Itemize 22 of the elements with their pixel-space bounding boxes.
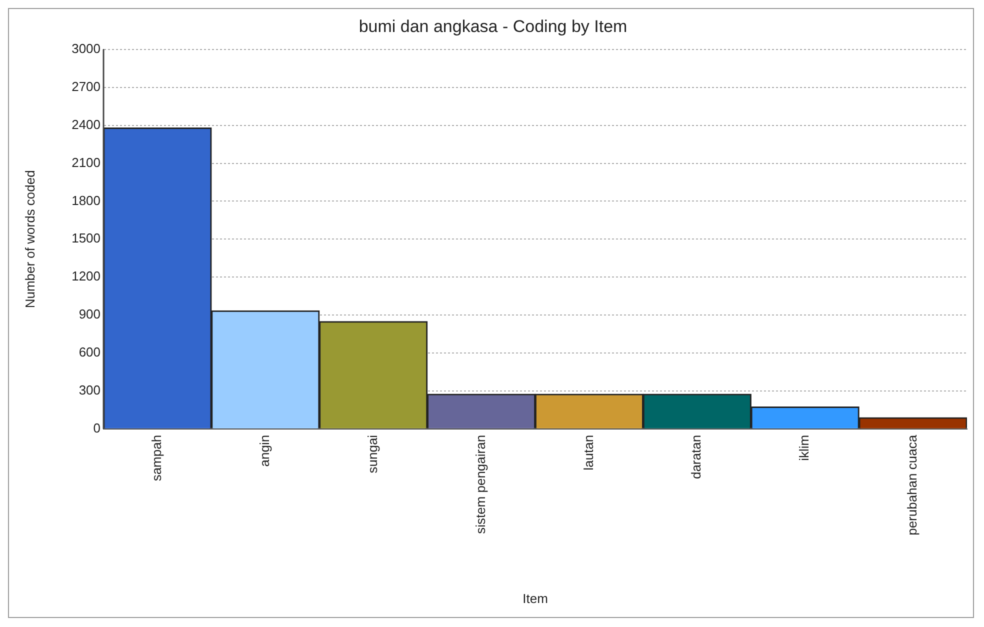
y-tick-label: 900 [78, 306, 101, 322]
y-tick-label: 300 [78, 382, 101, 398]
x-tick-label: daratan [688, 434, 704, 480]
x-tick-label: angin [257, 434, 272, 467]
x-tick-label: sungai [364, 434, 380, 474]
y-tick-label: 2100 [72, 154, 101, 170]
x-tick-label: lautan [580, 434, 596, 470]
y-tick-label: 600 [78, 344, 101, 360]
y-tick-label: 1500 [72, 230, 101, 246]
y-tick-label: 1200 [72, 268, 101, 284]
x-tick-label: sistem pengairan [472, 434, 488, 534]
y-axis-title: Number of words coded [22, 170, 38, 308]
x-tick-label: sampah [149, 434, 164, 482]
y-tick-label: 2700 [72, 78, 101, 94]
chart-title: bumi dan angkasa - Coding by Item [358, 16, 628, 36]
y-tick-label: 1800 [72, 192, 101, 208]
y-tick-label: 2400 [72, 116, 101, 132]
x-tick-label: perubahan cuaca [904, 434, 920, 536]
y-tick-label: 3000 [72, 40, 101, 56]
y-tick-label: 0 [93, 420, 101, 436]
x-axis-title: Item [522, 590, 548, 606]
x-tick-label: iklim [796, 434, 812, 461]
